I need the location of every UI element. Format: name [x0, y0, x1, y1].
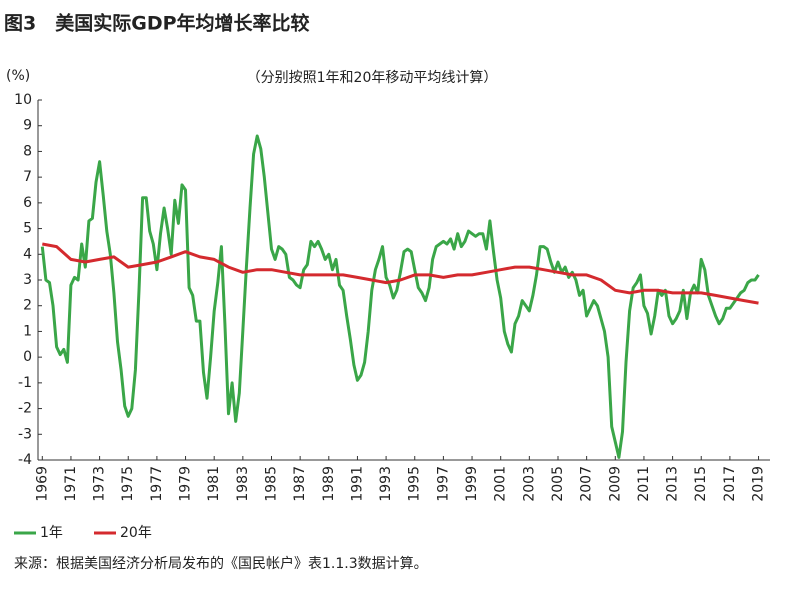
legend-label: 1年	[40, 525, 63, 541]
y-tick-label: 4	[23, 246, 32, 262]
x-tick-label: 1969	[34, 466, 50, 502]
x-tick-label: 2003	[521, 466, 537, 502]
legend-label: 20年	[120, 525, 152, 541]
x-tick-label: 2019	[751, 466, 767, 502]
x-tick-label: 1983	[235, 466, 251, 502]
x-tick-label: 1989	[321, 466, 337, 502]
x-tick-label: 2007	[579, 466, 595, 502]
x-tick-label: 2009	[607, 466, 623, 502]
x-tick-label: 2001	[493, 466, 509, 502]
x-tick-label: 1997	[435, 466, 451, 502]
y-tick-label: -1	[18, 375, 32, 391]
series-line	[42, 242, 759, 305]
x-tick-label: 2013	[665, 466, 681, 502]
x-tick-label: 1993	[378, 466, 394, 502]
x-tick-label: 2017	[722, 466, 738, 502]
x-tick-label: 1987	[292, 466, 308, 502]
x-tick-label: 1971	[63, 466, 79, 502]
y-tick-label: 10	[14, 92, 32, 108]
source-note: 来源：根据美国经济分析局发布的《国民帐户》表1.1.3数据计算。	[14, 555, 428, 572]
x-tick-label: 1981	[206, 466, 222, 502]
x-tick-label: 1975	[120, 466, 136, 502]
x-tick-label: 1991	[349, 466, 365, 502]
x-tick-label: 2005	[550, 466, 566, 502]
x-tick-label: 1985	[263, 466, 279, 502]
y-tick-label: 7	[23, 169, 32, 185]
x-tick-label: 1995	[407, 466, 423, 502]
y-axis-label: (%)	[6, 68, 30, 84]
y-tick-label: -2	[18, 401, 32, 417]
y-tick-label: 2	[23, 298, 32, 314]
y-tick-label: -3	[18, 426, 32, 442]
chart-subtitle: （分别按照1年和20年移动平均线计算）	[247, 70, 498, 86]
x-tick-label: 1999	[464, 466, 480, 502]
y-tick-label: 3	[23, 272, 32, 288]
y-tick-label: 5	[23, 221, 32, 237]
x-tick-label: 1979	[178, 466, 194, 502]
y-tick-label: 8	[23, 143, 32, 159]
y-tick-label: 9	[23, 118, 32, 134]
chart-title: 图3 美国实际GDP年均增长率比较	[4, 12, 310, 35]
y-tick-label: 1	[23, 323, 32, 339]
x-tick-label: 1973	[92, 466, 108, 502]
x-tick-label: 2011	[636, 466, 652, 502]
y-tick-label: 0	[23, 349, 32, 365]
y-tick-label: -4	[18, 452, 32, 468]
x-tick-label: 2015	[693, 466, 709, 502]
x-tick-label: 1977	[149, 466, 165, 502]
y-tick-label: 6	[23, 195, 32, 211]
series-line	[40, 134, 760, 459]
